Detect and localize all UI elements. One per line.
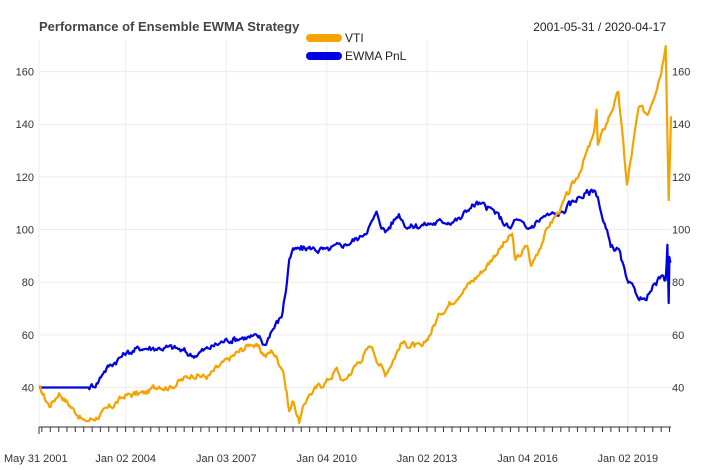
grid-layer [38, 40, 671, 427]
legend-label-ewma-pnl: EWMA PnL [345, 49, 407, 63]
x-tick-label: Jan 03 2007 [196, 453, 257, 465]
series-line-vti [38, 45, 673, 425]
y-tick-label: 80 [22, 277, 34, 289]
y-tick-label: 140 [16, 119, 34, 131]
y-tick-labels-left: 40 60 80 100 120 140 160 [16, 67, 34, 395]
y-tick-label-right: 140 [672, 119, 690, 131]
x-tick-label: Jan 02 2019 [598, 453, 659, 465]
y-tick-label-right: 60 [672, 330, 684, 342]
y-tick-label-right: 40 [672, 383, 684, 395]
legend-label-vti: VTI [345, 31, 364, 45]
x-tick-label: Jan 04 2010 [296, 453, 357, 465]
x-tick-label: Jan 04 2016 [497, 453, 558, 465]
y-tick-label: 120 [16, 172, 34, 184]
y-tick-label: 160 [16, 67, 34, 79]
y-tick-label: 100 [16, 225, 34, 237]
x-tick-labels: May 31 2001 Jan 02 2004 Jan 03 2007 Jan 04 … [4, 453, 658, 465]
y-tick-label-right: 120 [672, 172, 690, 184]
chart-title: Performance of Ensemble EWMA Strategy [39, 19, 300, 34]
y-tick-label: 60 [22, 330, 34, 342]
y-tick-label-right: 80 [672, 277, 684, 289]
x-tick-label: Jan 02 2004 [95, 453, 156, 465]
legend: VTI EWMA PnL [306, 31, 407, 63]
x-tick-label: Jan 02 2013 [397, 453, 458, 465]
axis-layer [38, 426, 671, 434]
y-tick-labels-right: 40 60 80 100 120 140 160 [672, 67, 690, 395]
y-tick-label: 40 [22, 383, 34, 395]
date-range-label: 2001-05-31 / 2020-04-17 [533, 20, 666, 34]
x-tick-label: May 31 2001 [4, 453, 68, 465]
y-tick-label-right: 100 [672, 225, 690, 237]
series-line-ewma-pnl [39, 188, 672, 391]
series-layer [38, 45, 673, 425]
y-tick-label-right: 160 [672, 67, 690, 79]
